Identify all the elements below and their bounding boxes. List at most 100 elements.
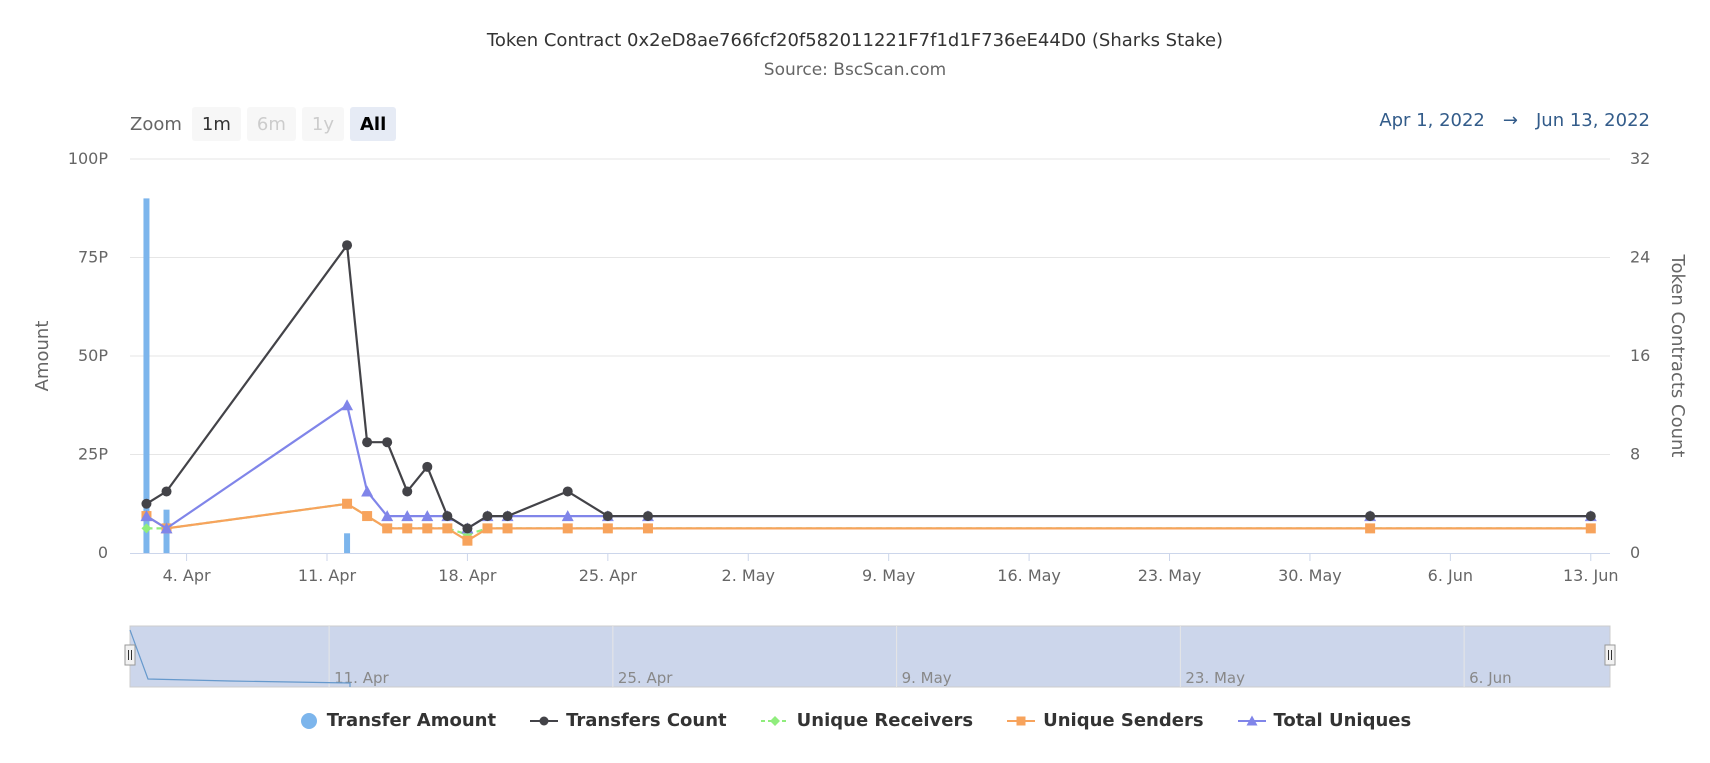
- y-left-tick-label: 75P: [78, 248, 108, 267]
- data-point: [442, 523, 453, 534]
- legend-item-unique-senders[interactable]: Unique Senders: [1007, 710, 1204, 731]
- data-point: [462, 535, 473, 546]
- navigator-selected-range: [129, 625, 1611, 688]
- y-axis-right: 0 8 16 24 32 Token Contracts Count: [1630, 149, 1688, 562]
- legend-line-diamond-icon: [760, 715, 789, 726]
- y-left-tick-label: 25P: [78, 445, 108, 464]
- data-point: [401, 510, 414, 522]
- data-point: [382, 523, 393, 534]
- transfer-amount-columns: [143, 198, 351, 553]
- legend-item-unique-receivers[interactable]: Unique Receivers: [760, 710, 973, 731]
- y-left-tick-label: 100P: [68, 149, 109, 168]
- legend-label: Unique Senders: [1043, 710, 1204, 731]
- data-point: [140, 510, 153, 522]
- navigator-label: 6. Jun: [1469, 669, 1512, 687]
- x-tick-label: 6. Jun: [1428, 566, 1473, 585]
- range-to-input[interactable]: Jun 13, 2022: [1535, 110, 1650, 131]
- legend-item-total-uniques[interactable]: Total Uniques: [1237, 710, 1412, 731]
- navigator-series-line: [129, 629, 351, 687]
- y-left-tick-label: 0: [98, 543, 108, 562]
- y-axis-left: 0 25P 50P 75P 100P Amount: [32, 149, 108, 562]
- data-point: [1585, 523, 1596, 534]
- legend-label: Transfers Count: [566, 710, 727, 731]
- transfer-amount-bar: [344, 533, 351, 553]
- data-point: [1365, 511, 1376, 522]
- navigator-label: 9. May: [902, 669, 952, 687]
- range-from-input[interactable]: Apr 1, 2022: [1379, 110, 1485, 131]
- x-tick-label: 25. Apr: [579, 566, 638, 585]
- handle-body: [124, 644, 136, 666]
- data-point: [342, 498, 353, 509]
- range-arrow: →: [1502, 110, 1518, 131]
- zoom-1y-button[interactable]: 1y: [301, 107, 344, 141]
- data-point: [362, 437, 373, 448]
- data-point: [362, 511, 373, 522]
- data-point: [462, 523, 473, 534]
- zoom-6m-button[interactable]: 6m: [246, 107, 296, 141]
- y-right-tick-label: 32: [1630, 149, 1650, 168]
- data-point: [421, 510, 434, 522]
- legend-line-triangle-icon: [1237, 715, 1266, 725]
- zoom-1m-button[interactable]: 1m: [191, 107, 241, 141]
- data-point: [141, 498, 152, 509]
- data-point: [442, 511, 453, 522]
- y-right-tick-label: 24: [1630, 248, 1650, 267]
- x-axis: 4. Apr 11. Apr 18. Apr 25. Apr 2. May 9. May 1…: [130, 553, 1619, 585]
- chart-canvas: 0 25P 50P 75P 100P Amount 0 8 16 24 32 Token Contr…: [32, 149, 1688, 688]
- legend-line-square-icon: [1007, 716, 1036, 725]
- data-point: [562, 486, 573, 497]
- series-lines: [140, 240, 1597, 546]
- navigator-left-handle[interactable]: [124, 644, 136, 666]
- grid-lines: [130, 158, 1610, 455]
- y-right-tick-label: 8: [1630, 445, 1640, 464]
- chart-subtitle: Source: BscScan.com: [763, 60, 947, 80]
- navigator-right-handle[interactable]: [1604, 644, 1616, 666]
- data-point: [1585, 511, 1596, 522]
- x-tick-label: 23. May: [1138, 566, 1202, 585]
- data-point: [502, 523, 513, 534]
- navigator-label: 23. May: [1185, 669, 1245, 687]
- chart-title: Token Contract 0x2eD8ae766fcf20f58201122…: [486, 30, 1224, 51]
- legend-item-transfers-count[interactable]: Transfers Count: [530, 710, 727, 731]
- x-tick-label: 2. May: [722, 566, 775, 585]
- zoom-all-button[interactable]: All: [350, 107, 397, 141]
- series-line-transfers-count: [145, 244, 1591, 530]
- date-range: Apr 1, 2022 → Jun 13, 2022: [1379, 110, 1650, 131]
- series-line-total-uniques: [145, 404, 1591, 530]
- data-point: [642, 523, 653, 534]
- data-point: [402, 523, 413, 534]
- data-point: [381, 510, 394, 522]
- data-point: [161, 486, 172, 497]
- transfer-amount-bar: [143, 198, 150, 553]
- x-tick-label: 9. May: [862, 566, 915, 585]
- data-point: [422, 523, 433, 534]
- y-left-axis-title: Amount: [32, 321, 53, 392]
- zoom-controls: Zoom 1m 6m 1y All: [130, 107, 397, 141]
- y-left-tick-label: 50P: [78, 346, 108, 365]
- data-point: [482, 511, 493, 522]
- y-right-tick-label: 0: [1630, 543, 1640, 562]
- legend-label: Transfer Amount: [326, 710, 497, 731]
- data-point: [342, 240, 353, 251]
- y-right-axis-title: Token Contracts Count: [1667, 254, 1688, 458]
- legend-circle-icon: [300, 712, 317, 729]
- data-point: [361, 485, 374, 497]
- series-line-unique-senders: [145, 502, 1591, 542]
- data-point: [482, 523, 493, 534]
- data-point: [1365, 523, 1376, 534]
- legend-item-transfer-amount[interactable]: Transfer Amount: [299, 710, 496, 731]
- handle-body: [1604, 644, 1616, 666]
- navigator-label: 25. Apr: [618, 669, 673, 687]
- y-right-tick-label: 16: [1630, 346, 1650, 365]
- data-point: [562, 523, 573, 534]
- x-tick-label: 4. Apr: [163, 566, 211, 585]
- x-tick-label: 16. May: [997, 566, 1061, 585]
- legend-label: Total Uniques: [1273, 710, 1412, 731]
- x-tick-label: 11. Apr: [298, 566, 357, 585]
- data-point: [422, 461, 433, 472]
- data-point: [502, 511, 513, 522]
- navigator-label: 11. Apr: [334, 669, 389, 687]
- data-point: [642, 511, 653, 522]
- navigator: 11. Apr 25. Apr 9. May 23. May 6. Jun: [124, 625, 1616, 688]
- data-point: [561, 510, 574, 522]
